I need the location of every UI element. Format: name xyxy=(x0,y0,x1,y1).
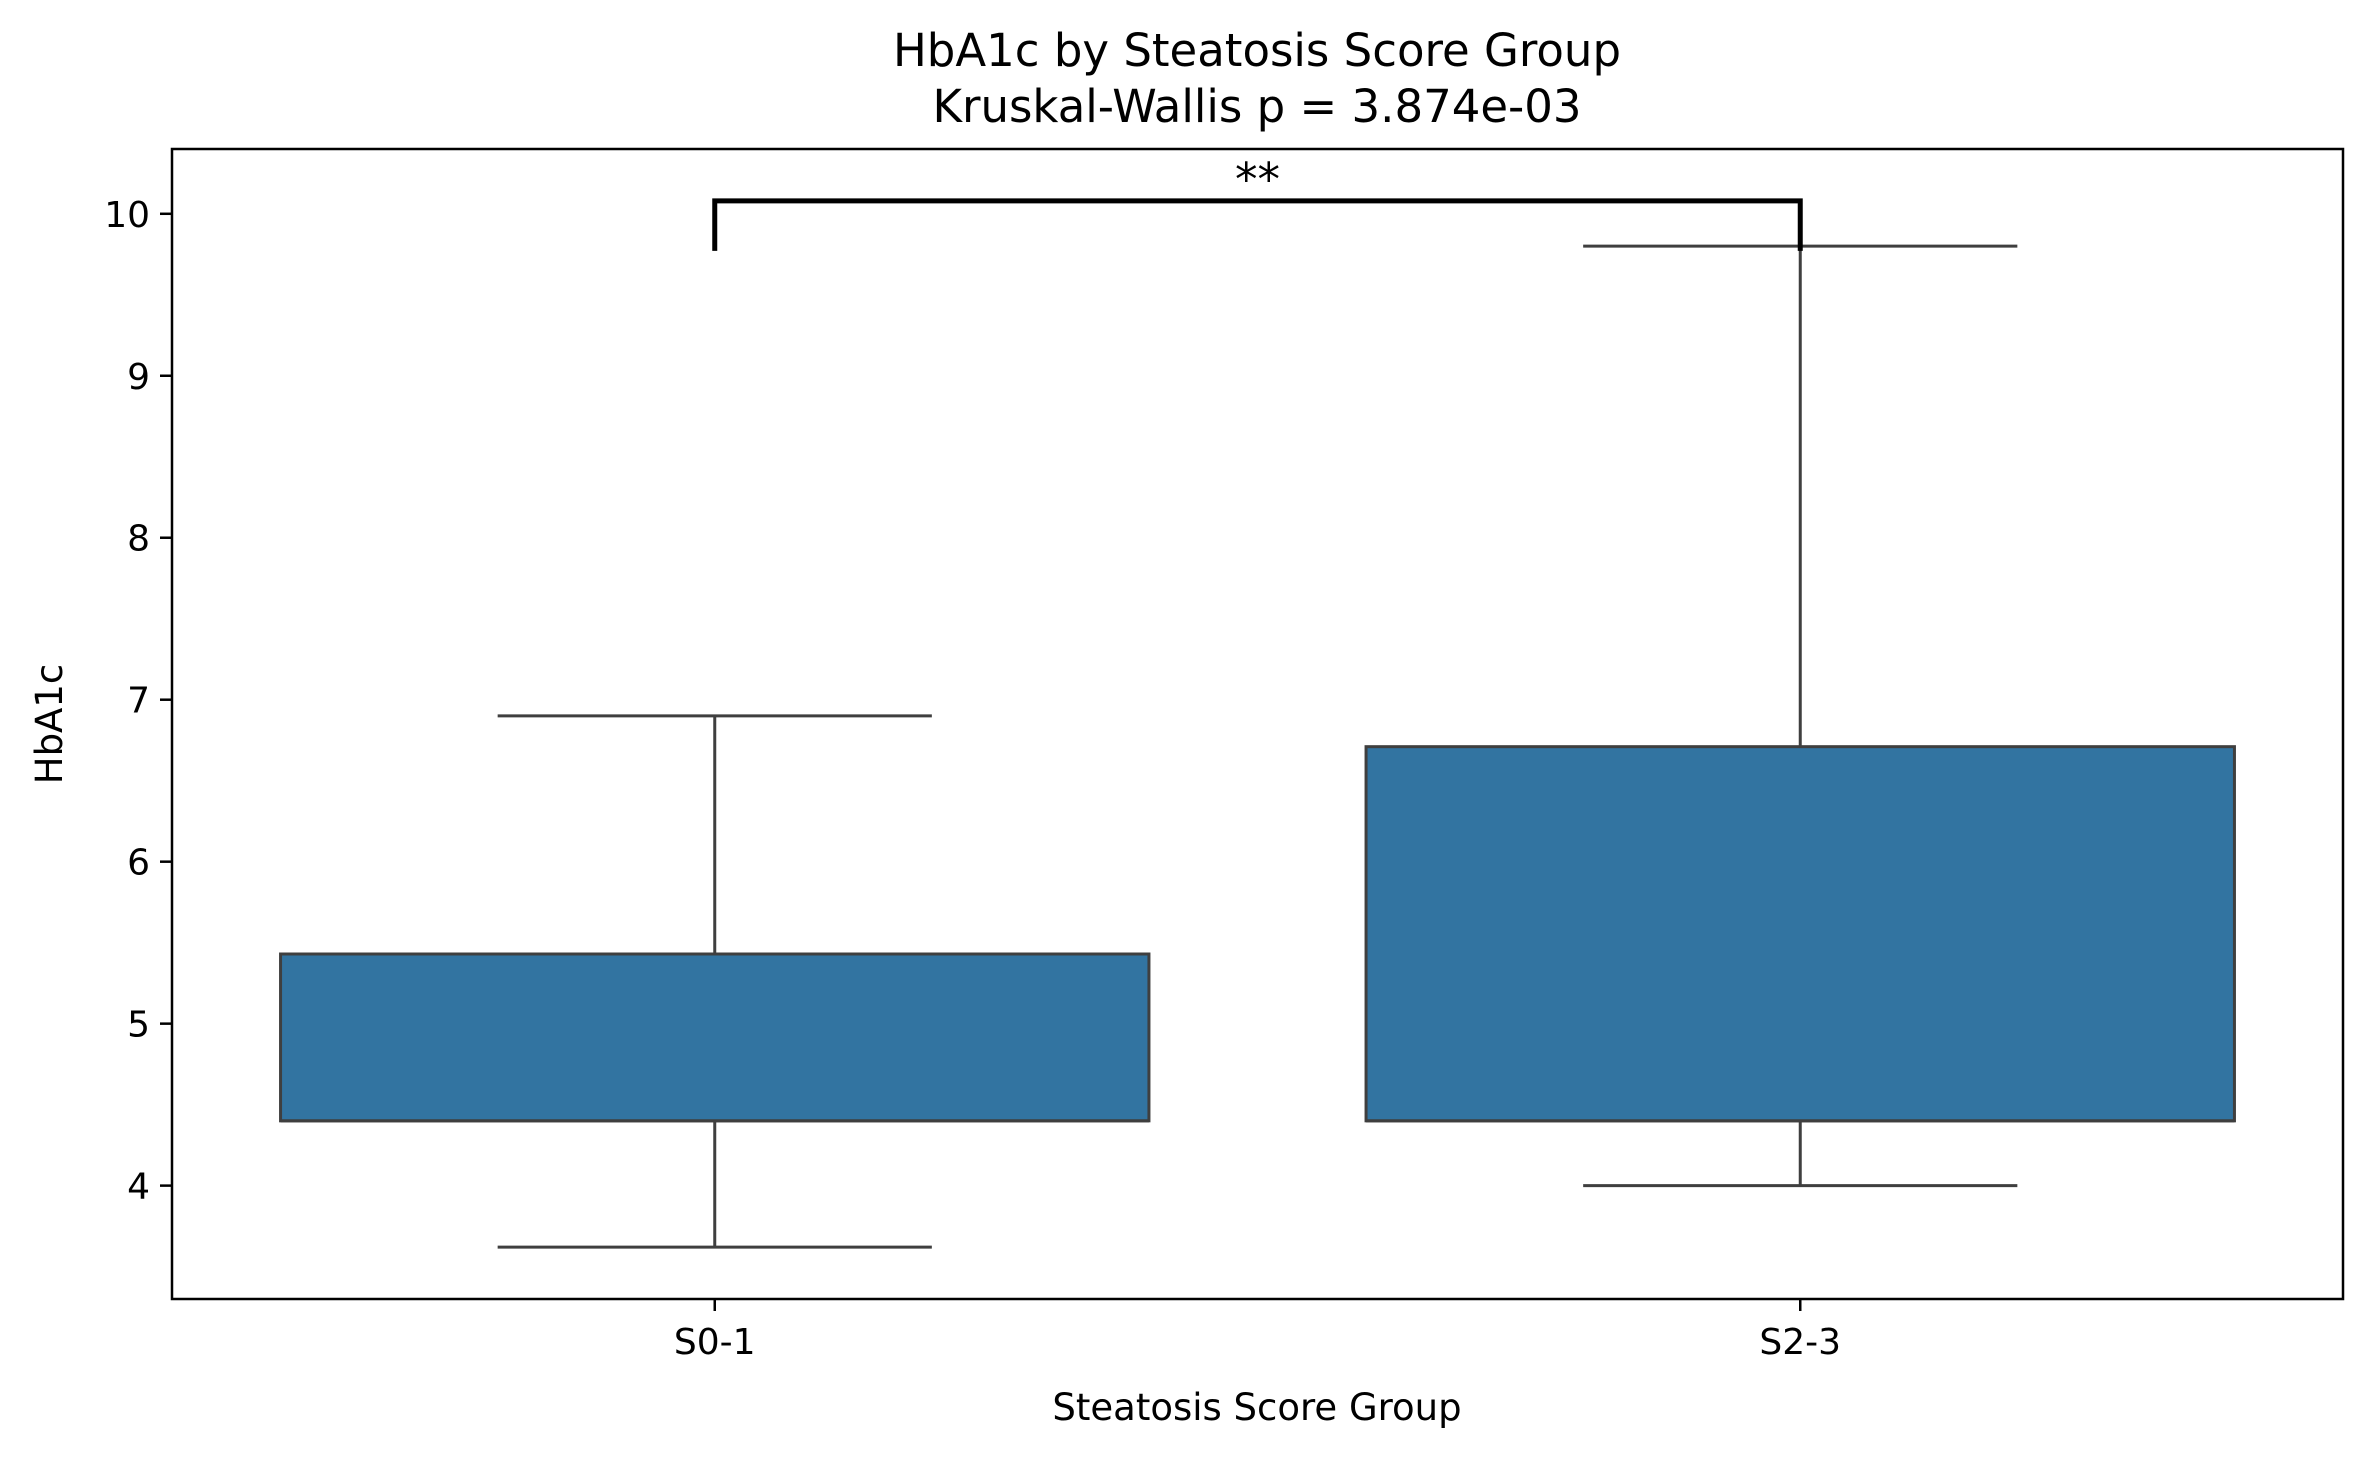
box-s2-3 xyxy=(1364,244,2236,1188)
box-s0-1 xyxy=(279,714,1151,1249)
significance-label: ** xyxy=(1235,153,1280,206)
significance-bracket xyxy=(712,198,1803,251)
y-tick-label-8: 8 xyxy=(127,519,150,560)
y-tick-label-7: 7 xyxy=(127,681,150,722)
chart-title: HbA1c by Steatosis Score Group xyxy=(893,24,1621,77)
y-tick-label-6: 6 xyxy=(127,843,150,884)
iqr-box-s2-3 xyxy=(1364,745,2236,1123)
plot-marks: ** xyxy=(279,153,2236,1249)
y-axis-label: HbA1c xyxy=(28,664,71,785)
x-axis-label: Steatosis Score Group xyxy=(1052,1386,1461,1429)
y-tick-label-5: 5 xyxy=(127,1005,150,1046)
iqr-box-s0-1 xyxy=(279,952,1151,1123)
y-axis: 4 5 6 7 8 9 10 xyxy=(104,195,172,1208)
y-tick-label-4: 4 xyxy=(127,1167,150,1208)
x-axis: S0-1 S2-3 xyxy=(674,1299,1841,1363)
y-tick-label-9: 9 xyxy=(127,357,150,398)
plot-area-frame xyxy=(170,147,2345,1301)
x-tick-label-s2-3: S2-3 xyxy=(1759,1322,1841,1363)
y-tick-label-10: 10 xyxy=(104,195,150,236)
x-tick-label-s0-1: S0-1 xyxy=(674,1322,756,1363)
chart-subtitle: Kruskal-Wallis p = 3.874e-03 xyxy=(932,80,1581,133)
